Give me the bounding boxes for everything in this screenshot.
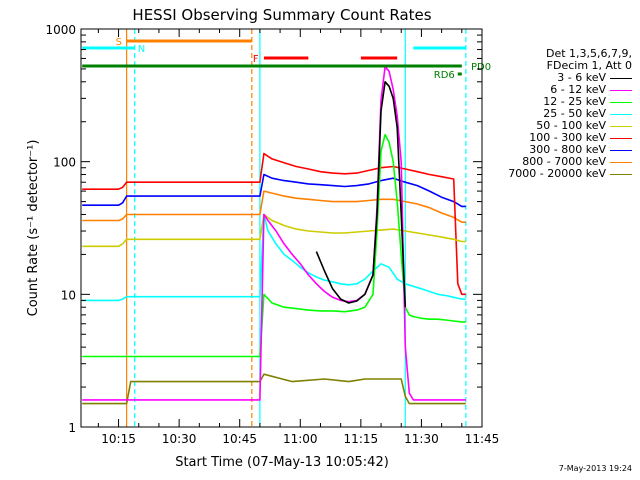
series-line-25-50-keV <box>82 213 466 302</box>
legend-swatch <box>610 125 632 127</box>
legend-entry: 12 - 25 keV <box>478 96 632 108</box>
legend-entry: 3 - 6 keV <box>478 72 632 84</box>
legend-swatch <box>610 113 632 115</box>
x-tick-label: 10:45 <box>222 432 257 446</box>
y-tick-label: 10 <box>61 288 76 302</box>
chart-title: HESSI Observing Summary Count Rates <box>132 6 431 24</box>
legend-entry: 100 - 300 keV <box>478 132 632 144</box>
plot-frame <box>80 28 483 428</box>
legend-entry-label: 50 - 100 keV <box>536 119 606 132</box>
legend-swatch <box>610 137 632 139</box>
mode-label-pd0: PD0 <box>471 62 491 73</box>
legend: Det 1,3,5,6,7,9, FDecim 1, Att 0 3 - 6 k… <box>478 48 632 180</box>
legend-entry-label: 7000 - 20000 keV <box>508 167 606 180</box>
series-line-12-25-keV <box>82 133 466 358</box>
legend-entry-label: 3 - 6 keV <box>557 71 606 84</box>
series-line-50-100-keV <box>82 213 466 248</box>
mode-label-f: F <box>253 54 259 65</box>
legend-entry: 25 - 50 keV <box>478 108 632 120</box>
y-axis: 1 10 100 1000 <box>45 23 482 435</box>
x-tick-label: 11:00 <box>283 432 318 446</box>
mode-label-n: N <box>138 44 145 55</box>
y-tick-label: 100 <box>53 156 76 170</box>
mode-label-rd6: RD6 <box>434 70 455 81</box>
legend-header-line-1: Det 1,3,5,6,7,9, <box>545 47 632 60</box>
y-axis-label: Count Rate (s⁻¹ detector⁻¹) <box>26 140 41 317</box>
legend-entry-label: 12 - 25 keV <box>543 95 606 108</box>
legend-swatch <box>610 161 632 163</box>
x-tick-label: 11:15 <box>344 432 379 446</box>
x-tick-label: 11:30 <box>404 432 439 446</box>
x-axis-label: Start Time (07-May-13 10:05:42) <box>175 455 389 470</box>
y-tick-label: 1 <box>68 421 76 435</box>
series-line-3-6-keV <box>315 81 407 308</box>
mode-label-s: S <box>116 37 122 48</box>
series-line-100-300-keV <box>82 152 466 296</box>
legend-entry: 7000 - 20000 keV <box>478 168 632 180</box>
legend-entry: 50 - 100 keV <box>478 120 632 132</box>
series-line-6-12-keV <box>82 65 466 401</box>
legend-entry-label: 25 - 50 keV <box>543 107 606 120</box>
series-line-7000-20000-keV <box>82 373 466 405</box>
legend-swatch <box>610 173 632 175</box>
y-tick-label: 1000 <box>45 23 76 37</box>
legend-entry: 6 - 12 keV <box>478 84 632 96</box>
series-line-800-7000-keV <box>82 190 466 223</box>
legend-swatch <box>610 77 632 79</box>
x-axis: 10:15 10:30 10:45 11:00 11:15 11:30 11:45 <box>97 29 500 446</box>
x-tick-label: 10:30 <box>162 432 197 446</box>
legend-swatch <box>610 101 632 103</box>
legend-entry-label: 300 - 800 keV <box>529 143 606 156</box>
legend-entry-label: 100 - 300 keV <box>529 131 606 144</box>
legend-swatch <box>610 89 632 91</box>
series-line-300-800-keV <box>82 173 466 208</box>
legend-entry-label: 800 - 7000 keV <box>522 155 606 168</box>
legend-entry-label: 6 - 12 keV <box>550 83 606 96</box>
legend-entry: 300 - 800 keV <box>478 144 632 156</box>
legend-header-line-2: FDecim 1, Att 0 <box>546 59 632 72</box>
legend-entry: 800 - 7000 keV <box>478 156 632 168</box>
x-tick-label: 10:15 <box>101 432 136 446</box>
legend-swatch <box>610 149 632 151</box>
x-tick-label: 11:45 <box>465 432 500 446</box>
footer-timestamp: 7-May-2013 19:24 <box>558 464 632 473</box>
